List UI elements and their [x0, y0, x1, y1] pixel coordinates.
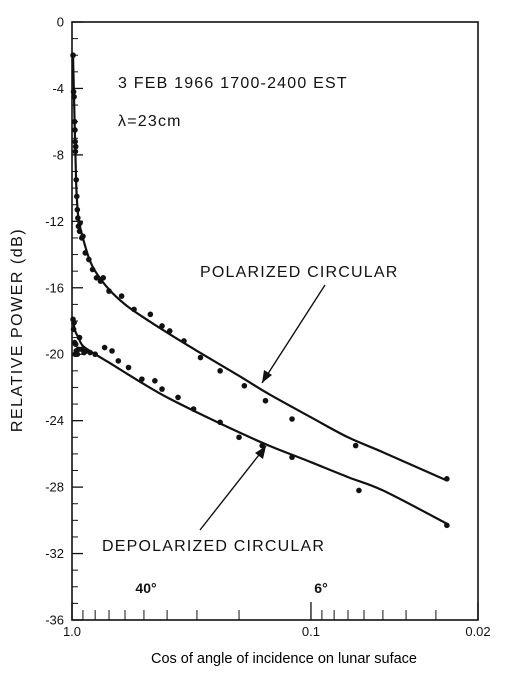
- y-tick-label: -24: [45, 413, 64, 428]
- data-point: [356, 487, 362, 494]
- angle-label-40: 40°: [135, 580, 156, 596]
- data-point: [86, 256, 92, 263]
- data-point: [118, 293, 125, 299]
- data-point: [131, 306, 137, 313]
- data-point: [70, 326, 77, 333]
- data-point: [72, 148, 79, 155]
- series-layer: [70, 52, 450, 529]
- data-point: [72, 127, 78, 133]
- data-point: [125, 364, 132, 371]
- data-point: [262, 397, 269, 404]
- data-point: [100, 275, 107, 281]
- data-point: [109, 348, 115, 354]
- data-point: [217, 419, 223, 426]
- series-1: [70, 316, 450, 529]
- data-point: [74, 351, 81, 358]
- chart-subtitle: λ=23cm: [118, 113, 182, 130]
- series-0: [70, 52, 450, 482]
- data-point: [444, 476, 450, 482]
- data-point: [289, 416, 295, 422]
- data-point: [181, 338, 187, 344]
- data-point: [93, 275, 100, 281]
- y-tick-label: -4: [52, 81, 64, 96]
- data-point: [190, 406, 197, 412]
- data-point: [106, 288, 112, 294]
- data-point: [77, 220, 83, 226]
- chart-title: 3 FEB 1966 1700-2400 EST: [118, 75, 348, 92]
- y-tick-label: -36: [45, 613, 64, 628]
- x-tick-label: 0.1: [302, 624, 320, 639]
- x-tick-label: 1.0: [63, 624, 81, 639]
- arrow-polarized: [261, 284, 326, 384]
- data-point: [76, 334, 83, 341]
- y-tick-label: 0: [57, 15, 64, 30]
- data-point: [80, 233, 86, 240]
- data-point: [72, 341, 79, 348]
- plot-frame: [71, 21, 479, 621]
- data-point: [73, 177, 80, 183]
- data-point: [159, 386, 165, 392]
- data-point: [72, 138, 78, 145]
- data-point: [444, 522, 450, 529]
- data-point: [92, 351, 98, 358]
- data-point: [236, 434, 242, 441]
- y-tick-label: -12: [45, 214, 64, 229]
- data-point: [82, 250, 89, 256]
- tick-labels: 0 -4 -8 -12 -16 -20 -24 -28 -32 -361.0 0.1 0.02: [45, 15, 490, 640]
- x-tick-label: 0.02: [465, 624, 490, 639]
- data-point: [70, 52, 76, 59]
- tick-marks: [71, 21, 479, 621]
- series-curve: [71, 320, 448, 525]
- data-point: [71, 118, 78, 125]
- data-point: [87, 349, 93, 356]
- y-tick-label: -32: [45, 546, 64, 561]
- axes: [71, 21, 479, 621]
- data-point: [241, 382, 248, 389]
- data-point: [352, 442, 359, 449]
- data-point: [159, 323, 165, 329]
- y-tick-label: -16: [45, 280, 64, 295]
- angle-labels: 40° 6°: [135, 580, 327, 596]
- x-axis-title: Cos of angle of incidence on lunar sufac…: [151, 651, 417, 667]
- data-point: [72, 143, 79, 150]
- series-label-depolarized: DEPOLARIZED CIRCULAR: [102, 538, 325, 555]
- data-point: [71, 93, 77, 100]
- data-point: [71, 319, 77, 326]
- y-tick-label: -28: [45, 480, 64, 495]
- data-point: [74, 206, 81, 213]
- y-axis-title: RELATIVE POWER (dB): [9, 228, 26, 432]
- arrow-depolarized: [199, 445, 267, 531]
- data-point: [152, 378, 158, 384]
- data-point: [115, 358, 122, 364]
- y-tick-label: -8: [52, 147, 64, 162]
- data-point: [139, 376, 145, 382]
- data-point: [197, 354, 204, 361]
- data-point: [76, 228, 83, 235]
- series-label-polarized: POLARIZED CIRCULAR: [200, 264, 399, 281]
- y-tick-label: -20: [45, 347, 64, 362]
- data-point: [175, 394, 181, 401]
- data-point: [217, 368, 223, 374]
- data-point: [73, 193, 80, 200]
- data-point: [259, 442, 265, 449]
- data-point: [70, 88, 77, 95]
- data-point: [289, 454, 295, 461]
- data-point: [89, 266, 96, 273]
- data-point: [166, 328, 173, 334]
- data-point: [101, 344, 108, 351]
- data-point: [147, 311, 154, 318]
- angle-label-6: 6°: [314, 580, 327, 596]
- data-point: [75, 215, 81, 221]
